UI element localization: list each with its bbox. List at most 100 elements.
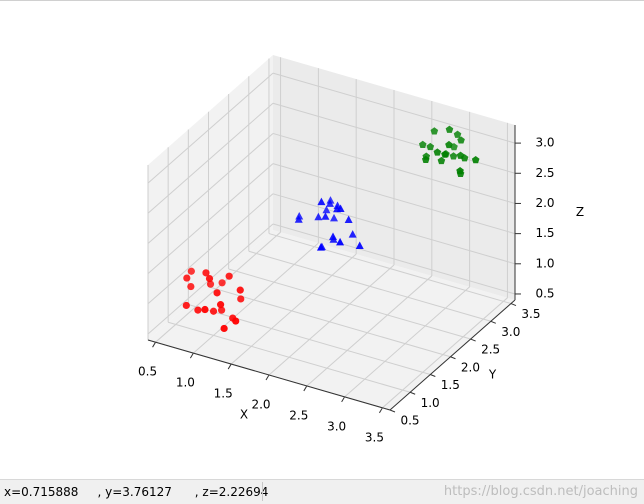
x-tick-label: 2.0 bbox=[251, 398, 270, 412]
point bbox=[202, 269, 210, 277]
point bbox=[450, 142, 458, 151]
point bbox=[225, 272, 233, 280]
point bbox=[183, 274, 191, 282]
grid-line bbox=[272, 163, 516, 235]
y-axis bbox=[389, 299, 516, 411]
y-axis-label: Y bbox=[488, 368, 497, 382]
point bbox=[326, 196, 335, 204]
point bbox=[317, 197, 326, 206]
point bbox=[453, 130, 462, 138]
point bbox=[336, 237, 345, 246]
y-tick-label: 0.5 bbox=[400, 414, 419, 428]
tick-mark bbox=[490, 320, 496, 324]
point bbox=[317, 242, 326, 251]
tick-mark bbox=[152, 341, 156, 348]
tick-mark bbox=[189, 352, 194, 359]
grid-line bbox=[344, 286, 470, 398]
point bbox=[344, 215, 353, 224]
z-tick-label: 1.5 bbox=[535, 226, 554, 240]
grid-line bbox=[147, 133, 274, 244]
y-tick-label: 1.5 bbox=[441, 378, 460, 392]
tick-mark bbox=[389, 409, 396, 413]
point bbox=[206, 280, 215, 288]
x-tick-label: 2.5 bbox=[289, 408, 308, 422]
z-tick-label: 2.0 bbox=[535, 196, 554, 210]
point bbox=[430, 127, 439, 135]
tick-mark bbox=[470, 338, 476, 342]
grid-line bbox=[272, 132, 516, 204]
y-tick-label: 3.5 bbox=[521, 307, 540, 321]
tick-mark bbox=[341, 396, 346, 403]
point bbox=[456, 169, 465, 177]
grid-line bbox=[248, 250, 491, 322]
point bbox=[194, 306, 202, 314]
x-axis bbox=[147, 339, 391, 411]
grid-line bbox=[147, 102, 274, 214]
z-tick-label: 1.0 bbox=[535, 256, 554, 270]
z-tick-label: 2.5 bbox=[535, 166, 554, 180]
grid-line bbox=[188, 304, 431, 375]
point bbox=[205, 274, 214, 283]
y-tick-label: 2.0 bbox=[461, 360, 480, 374]
point bbox=[325, 199, 334, 207]
point bbox=[422, 152, 431, 160]
point bbox=[321, 212, 330, 220]
point bbox=[445, 125, 454, 133]
status-bar: x=0.715888 , y=3.76127 , z=2.22694 https… bbox=[0, 479, 644, 504]
point bbox=[426, 142, 435, 151]
grid-line bbox=[306, 275, 433, 387]
tick-mark bbox=[450, 356, 456, 360]
tick-mark bbox=[430, 374, 436, 377]
point bbox=[216, 301, 225, 309]
point bbox=[441, 150, 449, 158]
point bbox=[418, 140, 427, 148]
z-tick-label: 0.5 bbox=[535, 286, 554, 300]
grid-line bbox=[272, 72, 516, 144]
point bbox=[355, 241, 364, 250]
point bbox=[232, 317, 240, 325]
x-axis-label: X bbox=[240, 408, 248, 422]
point bbox=[218, 279, 226, 287]
point bbox=[220, 324, 228, 333]
grid-line bbox=[147, 193, 274, 305]
x-tick-label: 0.5 bbox=[138, 365, 157, 379]
grid-line bbox=[272, 223, 516, 295]
tick-mark bbox=[510, 303, 517, 307]
x-tick-label: 1.5 bbox=[214, 387, 233, 401]
tick-mark bbox=[379, 407, 383, 414]
point bbox=[236, 286, 244, 294]
grid-line bbox=[272, 193, 516, 265]
chart: 0.51.01.52.02.53.03.50.51.01.52.02.53.03… bbox=[0, 0, 644, 444]
point bbox=[456, 151, 465, 159]
point bbox=[295, 211, 304, 220]
point bbox=[187, 282, 195, 291]
z-tick-label: 3.0 bbox=[535, 136, 554, 150]
z-axis-label: Z bbox=[576, 205, 584, 219]
point bbox=[471, 156, 480, 164]
tick-mark bbox=[265, 374, 270, 381]
y-tick-label: 3.0 bbox=[501, 325, 520, 339]
cursor-coordinates: x=0.715888 , y=3.76127 , z=2.22694 bbox=[4, 485, 269, 499]
grid-line bbox=[268, 233, 512, 305]
grid-line bbox=[208, 286, 451, 358]
tick-mark bbox=[227, 363, 232, 370]
x-tick-label: 3.5 bbox=[365, 430, 384, 444]
point bbox=[322, 205, 331, 214]
left-pane bbox=[148, 55, 273, 340]
separator bbox=[262, 482, 263, 501]
watermark: https://blog.csdn.net/joaching bbox=[443, 484, 638, 499]
point bbox=[182, 301, 190, 310]
point bbox=[201, 305, 209, 314]
point bbox=[457, 136, 465, 144]
point bbox=[348, 230, 357, 238]
point bbox=[329, 232, 338, 240]
point bbox=[433, 148, 442, 156]
grid-line bbox=[147, 163, 274, 274]
tick-mark bbox=[303, 385, 308, 392]
grid-line bbox=[193, 242, 319, 354]
x-tick-label: 1.0 bbox=[176, 376, 195, 390]
x-tick-label: 3.0 bbox=[327, 419, 346, 433]
grid-line bbox=[155, 231, 281, 343]
grid-line bbox=[228, 268, 471, 340]
